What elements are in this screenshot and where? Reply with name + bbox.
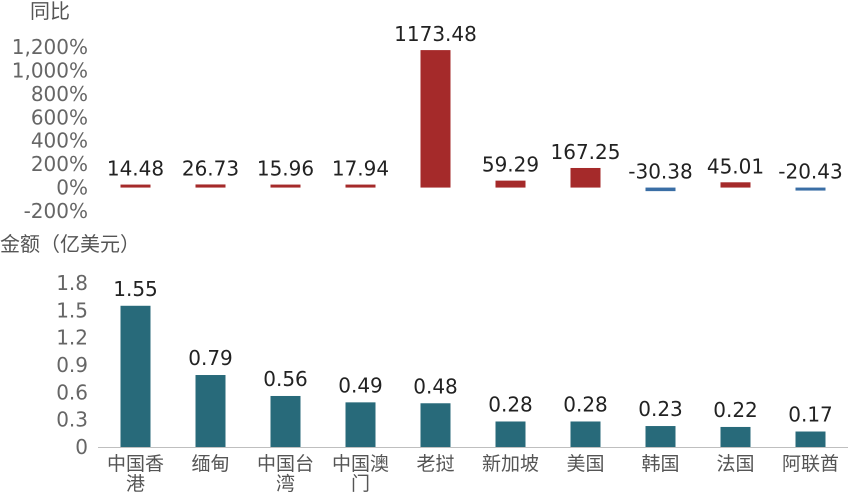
bottom-bar	[270, 395, 301, 447]
top-bar	[570, 167, 601, 188]
top-bar	[270, 184, 301, 188]
bottom-data-label: 0.23	[638, 397, 683, 421]
bottom-y-tick-label: 0.9	[56, 353, 88, 377]
bottom-bar	[345, 402, 376, 447]
bottom-bar	[720, 426, 751, 447]
top-bar	[495, 180, 526, 188]
top-bar	[720, 182, 751, 188]
bottom-data-label: 0.48	[413, 374, 458, 398]
top-bar	[420, 50, 451, 188]
top-bar	[195, 184, 226, 188]
top-data-label: 15.96	[257, 157, 314, 181]
x-category-label: 法国	[716, 453, 754, 475]
bottom-bar	[645, 426, 676, 447]
bottom-bar	[120, 305, 151, 447]
top-bars	[120, 50, 826, 192]
x-category-label: 美国	[566, 453, 604, 475]
bottom-y-tick-label: 0.6	[56, 380, 88, 404]
top-y-tick-label: 200%	[31, 152, 88, 176]
bottom-y-tick-label: 1.2	[56, 326, 88, 350]
bottom-data-label: 1.55	[113, 277, 158, 301]
bottom-bars	[120, 305, 826, 447]
top-bar	[120, 184, 151, 188]
top-bar	[645, 187, 676, 192]
bottom-y-tick-label: 0.3	[56, 408, 88, 432]
top-data-label: 14.48	[107, 157, 164, 181]
top-y-tick-label: 600%	[31, 105, 88, 129]
bottom-bar	[795, 431, 826, 447]
x-category-label: 老挝	[416, 453, 454, 475]
top-y-tick-label: 800%	[31, 82, 88, 106]
bottom-data-label: 0.56	[263, 367, 308, 391]
bottom-data-label: 0.49	[338, 373, 383, 397]
top-data-label: 45.01	[707, 154, 764, 178]
bottom-y-tick-label: 1.5	[56, 298, 88, 322]
bottom-data-label: 0.22	[713, 398, 758, 422]
bottom-bar	[195, 375, 226, 447]
x-category-label: 韩国	[641, 453, 679, 475]
top-data-label: -20.43	[778, 160, 842, 184]
top-y-axis-ticks: 1,200%1,000%800%600%400%200%0%-200%	[12, 35, 88, 223]
top-y-axis-title: 同比	[30, 0, 70, 23]
bottom-bar	[420, 403, 451, 447]
x-category-label: 中国香港	[107, 453, 164, 493]
top-data-label: 167.25	[551, 140, 621, 164]
x-category-label: 中国澳门	[332, 453, 389, 493]
bottom-data-label: 0.17	[788, 403, 833, 427]
bottom-y-axis-ticks: 1.8 1.5 1.2 0.9 0.6 0.3 0	[56, 271, 88, 459]
bottom-y-tick-label: 1.8	[56, 271, 88, 295]
bottom-bar	[570, 421, 601, 447]
top-data-label: 1173.48	[394, 22, 477, 46]
x-category-label: 阿联酋	[782, 453, 839, 475]
top-data-labels: 14.48 26.73 15.96 17.94 1173.48 59.29 167.25 -3…	[107, 22, 843, 183]
bottom-data-label: 0.28	[488, 392, 533, 416]
x-category-label: 缅甸	[191, 453, 229, 475]
top-bar	[795, 187, 826, 191]
bottom-data-label: 0.28	[563, 392, 608, 416]
top-data-label: 26.73	[182, 156, 239, 180]
top-y-tick-label: 1,200%	[12, 35, 88, 59]
top-bar	[345, 184, 376, 188]
top-y-tick-label: 400%	[31, 129, 88, 153]
bottom-y-tick-label: 0	[75, 435, 88, 459]
bottom-data-labels: 1.55 0.79 0.56 0.49 0.48 0.28 0.28 0.23 0.22 0.17	[113, 277, 833, 427]
top-data-label: 17.94	[332, 157, 389, 181]
x-category-label: 新加坡	[482, 453, 539, 475]
top-y-tick-label: 1,000%	[12, 58, 88, 82]
top-y-tick-label: 0%	[56, 176, 88, 200]
top-data-label: -30.38	[628, 160, 692, 184]
bottom-bar	[495, 421, 526, 447]
bottom-y-axis-title: 金额（亿美元）	[0, 232, 140, 256]
x-category-label: 中国台湾	[257, 453, 314, 493]
top-data-label: 59.29	[482, 153, 539, 177]
bottom-data-label: 0.79	[188, 346, 233, 370]
top-y-tick-label: -200%	[24, 199, 88, 223]
